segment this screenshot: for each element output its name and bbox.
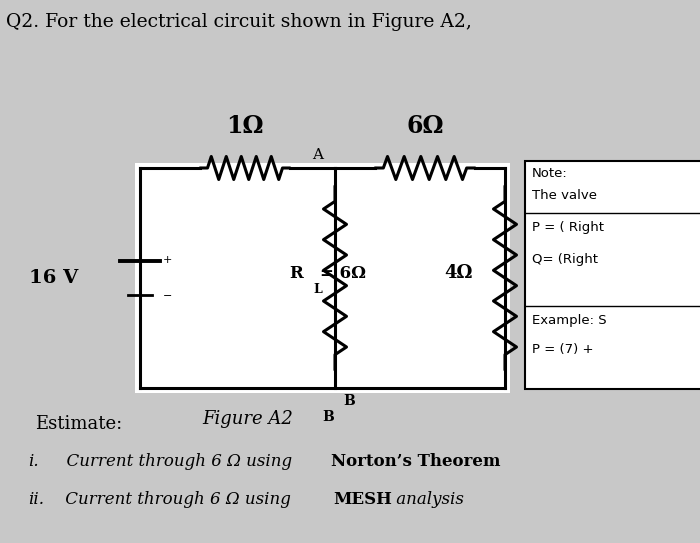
FancyBboxPatch shape (135, 163, 510, 393)
Text: P = ( Right: P = ( Right (532, 221, 604, 234)
Text: Estimate:: Estimate: (35, 415, 122, 433)
Text: 6Ω: 6Ω (406, 114, 444, 138)
Text: −: − (163, 291, 172, 301)
Text: +: + (163, 255, 172, 265)
Text: = 6Ω: = 6Ω (320, 264, 366, 281)
Text: Example: S: Example: S (532, 314, 607, 327)
Text: L: L (313, 283, 322, 296)
Text: Figure A2: Figure A2 (202, 410, 293, 428)
Text: The valve: The valve (532, 189, 597, 202)
Text: A: A (312, 148, 323, 162)
Text: Q= (Right: Q= (Right (532, 253, 598, 266)
Text: MESH: MESH (333, 491, 392, 508)
Text: R: R (289, 264, 303, 281)
Text: Q2. For the electrical circuit shown in Figure A2,: Q2. For the electrical circuit shown in … (6, 13, 472, 31)
Text: 1Ω: 1Ω (226, 114, 264, 138)
Text: Current through 6 Ω using: Current through 6 Ω using (56, 453, 298, 470)
Text: i.: i. (28, 453, 38, 470)
Text: ii.: ii. (28, 491, 44, 508)
Text: 4Ω: 4Ω (444, 264, 473, 282)
FancyBboxPatch shape (525, 161, 700, 389)
Text: analysis: analysis (391, 491, 464, 508)
Text: Note:: Note: (532, 167, 568, 180)
Text: B: B (323, 410, 335, 424)
Text: Current through 6 Ω using: Current through 6 Ω using (60, 491, 296, 508)
Text: P = (7) +: P = (7) + (532, 343, 594, 356)
Text: 16 V: 16 V (29, 269, 78, 287)
Text: B: B (343, 394, 355, 408)
Text: Norton’s Theorem: Norton’s Theorem (331, 453, 500, 470)
